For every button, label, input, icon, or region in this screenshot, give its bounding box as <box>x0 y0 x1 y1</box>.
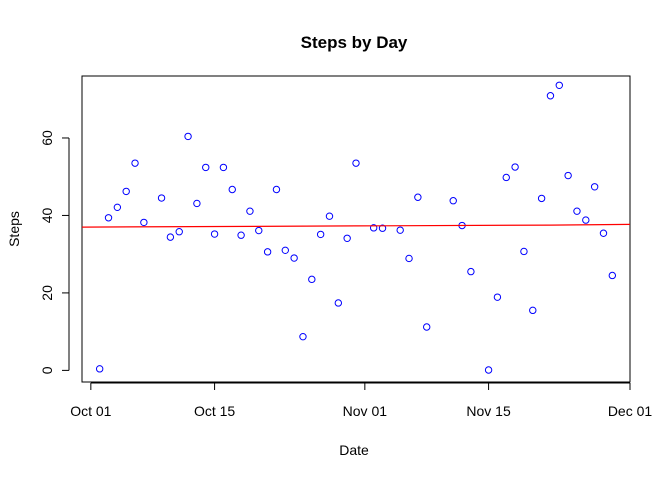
points-layer <box>95 81 617 374</box>
data-point <box>423 323 431 331</box>
data-point <box>352 159 360 167</box>
data-point <box>131 159 139 167</box>
data-point <box>237 231 245 239</box>
data-point <box>520 247 528 256</box>
x-tick-label: Dec 01 <box>608 403 653 419</box>
data-point <box>122 187 130 196</box>
data-point <box>308 275 316 284</box>
x-tick-label: Oct 01 <box>70 403 111 419</box>
y-axis-label: Steps <box>6 211 22 247</box>
trend-line <box>81 223 631 228</box>
x-tick-label: Nov 01 <box>343 403 388 419</box>
data-point <box>608 271 617 280</box>
data-point <box>281 246 289 255</box>
data-point <box>484 366 493 374</box>
data-point <box>546 92 555 100</box>
plot-frame <box>81 75 631 383</box>
x-axis-label: Date <box>339 442 369 458</box>
data-point <box>272 185 281 194</box>
data-point <box>219 163 228 172</box>
data-point <box>140 218 148 227</box>
data-point <box>493 293 502 301</box>
data-point <box>449 197 457 205</box>
data-point <box>246 207 254 215</box>
data-point <box>467 267 475 276</box>
data-point <box>414 193 422 201</box>
data-point <box>511 163 519 171</box>
data-point <box>573 207 581 215</box>
data-point <box>405 254 413 263</box>
data-point <box>255 226 263 235</box>
data-point <box>104 214 113 222</box>
y-tick-label: 0 <box>39 366 55 374</box>
data-point <box>193 199 201 208</box>
data-point <box>582 216 590 224</box>
data-point <box>537 194 546 203</box>
data-point <box>564 171 572 180</box>
data-point <box>316 230 325 239</box>
data-point <box>378 224 387 232</box>
data-point <box>263 248 272 256</box>
data-point <box>325 212 334 220</box>
data-point <box>290 254 298 262</box>
data-point <box>502 173 510 182</box>
y-tick-label: 20 <box>39 285 55 301</box>
data-point <box>184 132 192 141</box>
data-point <box>529 306 537 315</box>
chart-title: Steps by Day <box>301 33 408 52</box>
data-point <box>113 203 122 212</box>
x-tick-label: Nov 15 <box>466 403 511 419</box>
data-point <box>166 233 175 241</box>
x-axis: Oct 01 Oct 15 Nov 01 Nov 15 Dec 01 <box>70 382 653 419</box>
data-point <box>599 229 608 237</box>
data-point <box>95 365 104 373</box>
data-point <box>157 194 166 202</box>
data-point <box>396 226 404 234</box>
trend-layer <box>81 223 631 228</box>
data-point <box>590 183 599 191</box>
data-point <box>202 163 210 172</box>
data-point <box>210 230 219 238</box>
y-tick-label: 60 <box>39 130 55 146</box>
data-point <box>175 228 183 236</box>
data-point <box>343 234 351 242</box>
data-point <box>228 185 236 194</box>
y-tick-label: 40 <box>39 207 55 223</box>
x-tick-label: Oct 15 <box>194 403 235 419</box>
data-point <box>299 332 307 341</box>
data-point <box>369 224 378 232</box>
data-point <box>334 299 343 307</box>
y-axis: 0 20 40 60 <box>39 130 70 374</box>
data-point <box>555 81 563 89</box>
